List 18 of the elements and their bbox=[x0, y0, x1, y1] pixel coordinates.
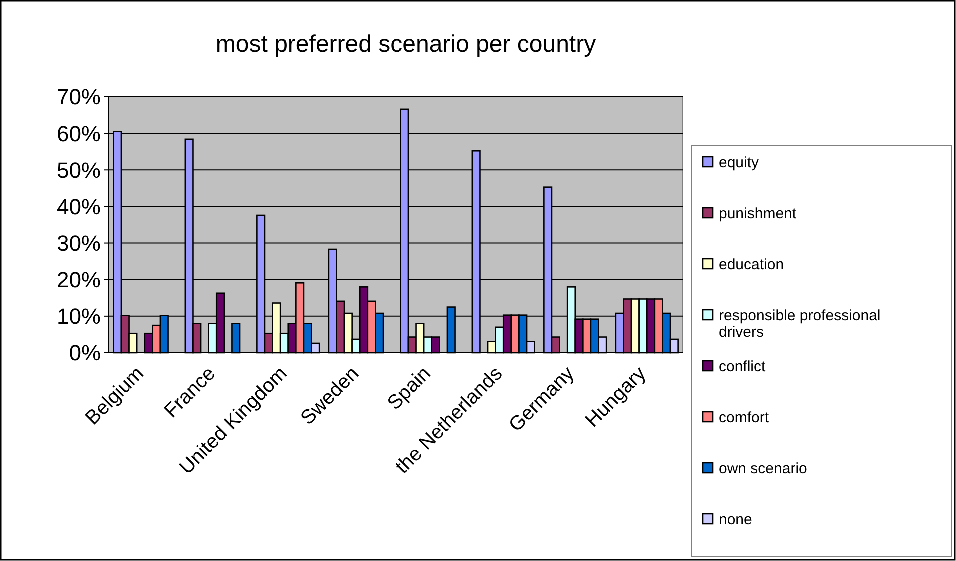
legend-label: punishment bbox=[719, 205, 798, 222]
y-tick-label: 30% bbox=[56, 230, 101, 256]
y-tick-label: 50% bbox=[56, 158, 101, 183]
chart-title: most preferred scenario per country bbox=[216, 31, 596, 58]
y-tick-label: 10% bbox=[56, 304, 101, 330]
legend-label: equity bbox=[719, 154, 760, 172]
legend-label: comfort bbox=[719, 409, 770, 426]
y-tick-label: 40% bbox=[56, 194, 101, 220]
legend-label: none bbox=[719, 511, 752, 528]
legend-label: responsible professional drivers bbox=[719, 307, 881, 341]
y-tick-label: 60% bbox=[56, 121, 101, 146]
y-tick-label: 0% bbox=[69, 340, 101, 366]
legend-label: conflict bbox=[719, 358, 767, 376]
y-tick-label: 70% bbox=[56, 84, 101, 110]
y-tick-label: 20% bbox=[56, 268, 101, 293]
legend-label: own scenario bbox=[719, 460, 808, 478]
legend-label: education bbox=[719, 256, 784, 274]
bar bbox=[232, 323, 241, 354]
